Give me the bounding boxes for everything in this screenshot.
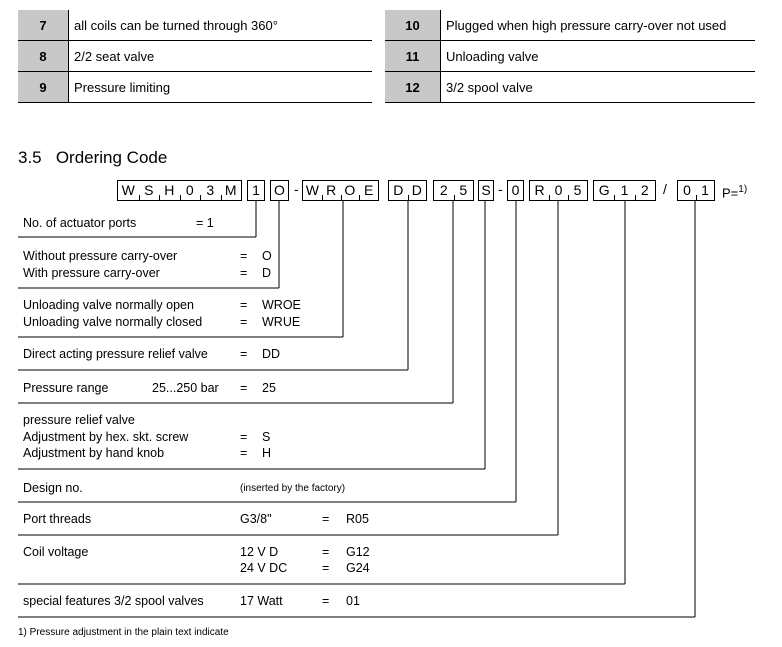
row-text: D: [262, 266, 272, 280]
code-char: O: [340, 181, 360, 200]
row-text: 24 V DC: [240, 561, 288, 575]
code-char: 1: [614, 181, 634, 200]
table-row: 10 Plugged when high pressure carry-over …: [385, 10, 755, 41]
code-char: 0: [683, 182, 691, 198]
row-text: =: [322, 594, 330, 608]
row-text: No. of actuator ports: [23, 216, 137, 230]
row-text: WRUE: [262, 315, 301, 329]
code-char: 5: [453, 181, 474, 200]
code-char: D: [393, 182, 404, 198]
row-text: H: [262, 446, 272, 460]
table-row: 11 Unloading valve: [385, 40, 755, 72]
table-row: 7 all coils can be turned through 360°: [18, 10, 372, 41]
code-group: 1: [247, 180, 265, 201]
code-char: 1: [252, 182, 260, 198]
row-text: =: [240, 315, 248, 329]
code-char: W: [305, 182, 319, 198]
row-text: G24: [346, 561, 370, 575]
code-separator: -: [294, 181, 299, 197]
row-text: =: [240, 249, 248, 263]
code-char: R: [534, 182, 545, 198]
row-text: =: [322, 561, 330, 575]
code-char: D: [407, 181, 427, 200]
row-text: O: [262, 249, 272, 263]
code-char: G: [598, 182, 610, 198]
row-text: WROE: [262, 298, 301, 312]
code-char: H: [159, 181, 180, 200]
row-text: Direct acting pressure relief valve: [23, 347, 208, 361]
table-row: 12 3/2 spool valve: [385, 71, 755, 103]
row-text: (inserted by the factory): [240, 483, 346, 494]
row-text: =: [240, 347, 248, 361]
code-char: M: [220, 181, 242, 200]
row-text: 17 Watt: [240, 594, 283, 608]
row-text: 25...250 bar: [152, 381, 219, 395]
row-text: =: [240, 381, 248, 395]
row-text: 25: [262, 381, 276, 395]
row-text: Unloading valve normally closed: [23, 315, 203, 329]
row-text: =: [240, 430, 248, 444]
row-text: Pressure range: [23, 381, 109, 395]
row-text: Without pressure carry-over: [23, 249, 178, 263]
row-text: = 1: [196, 216, 214, 230]
row-text: =: [322, 512, 330, 526]
row-text: =: [240, 266, 248, 280]
code-char: 0: [549, 181, 568, 200]
row-text: R05: [346, 512, 369, 526]
footnote: 1) Pressure adjustment in the plain text…: [18, 627, 229, 638]
row-text: Port threads: [23, 512, 92, 526]
row-text: Unloading valve normally open: [23, 298, 194, 312]
table-row: 9 Pressure limiting: [18, 71, 372, 103]
row-text: =: [322, 545, 330, 559]
code-separator: -: [498, 181, 503, 197]
row-text: With pressure carry-over: [23, 266, 160, 280]
code-char: R: [321, 181, 341, 200]
code-separator: /: [663, 181, 667, 197]
row-text: S: [262, 430, 271, 444]
code-char: S: [138, 181, 160, 200]
row-text: pressure relief valve: [23, 413, 135, 427]
code-char: 0: [511, 182, 520, 198]
code-char: S: [481, 182, 491, 198]
row-text: =: [240, 446, 248, 460]
row-text: G12: [346, 545, 370, 559]
legend-table-right: 10 Plugged when high pressure carry-over …: [385, 10, 755, 103]
table-row: 8 2/2 seat valve: [18, 40, 372, 72]
section-heading: 3.5 Ordering Code: [18, 148, 168, 167]
row-text: 01: [346, 594, 360, 608]
code-char: 2: [439, 182, 448, 198]
code-char: 5: [568, 181, 587, 200]
code-char: W: [121, 182, 135, 198]
code-char: 2: [634, 181, 655, 200]
code-suffix: P=1): [722, 184, 748, 201]
row-text: G3/8": [240, 512, 272, 526]
code-group: S: [478, 180, 494, 201]
code-char: 0: [179, 181, 201, 200]
code-char: 1: [696, 181, 714, 200]
code-char: O: [274, 182, 285, 198]
row-text: 12 V D: [240, 545, 279, 559]
row-text: Design no.: [23, 481, 83, 495]
code-char: 3: [200, 181, 221, 200]
code-group: 0: [507, 180, 524, 201]
row-text: special features 3/2 spool valves: [23, 594, 204, 608]
code-group: O: [270, 180, 289, 201]
row-text: =: [240, 298, 248, 312]
code-char: E: [359, 181, 378, 200]
row-text: Adjustment by hand knob: [23, 446, 165, 460]
row-text: Coil voltage: [23, 545, 89, 559]
row-text: Adjustment by hex. skt. screw: [23, 430, 189, 444]
row-text: DD: [262, 347, 281, 361]
